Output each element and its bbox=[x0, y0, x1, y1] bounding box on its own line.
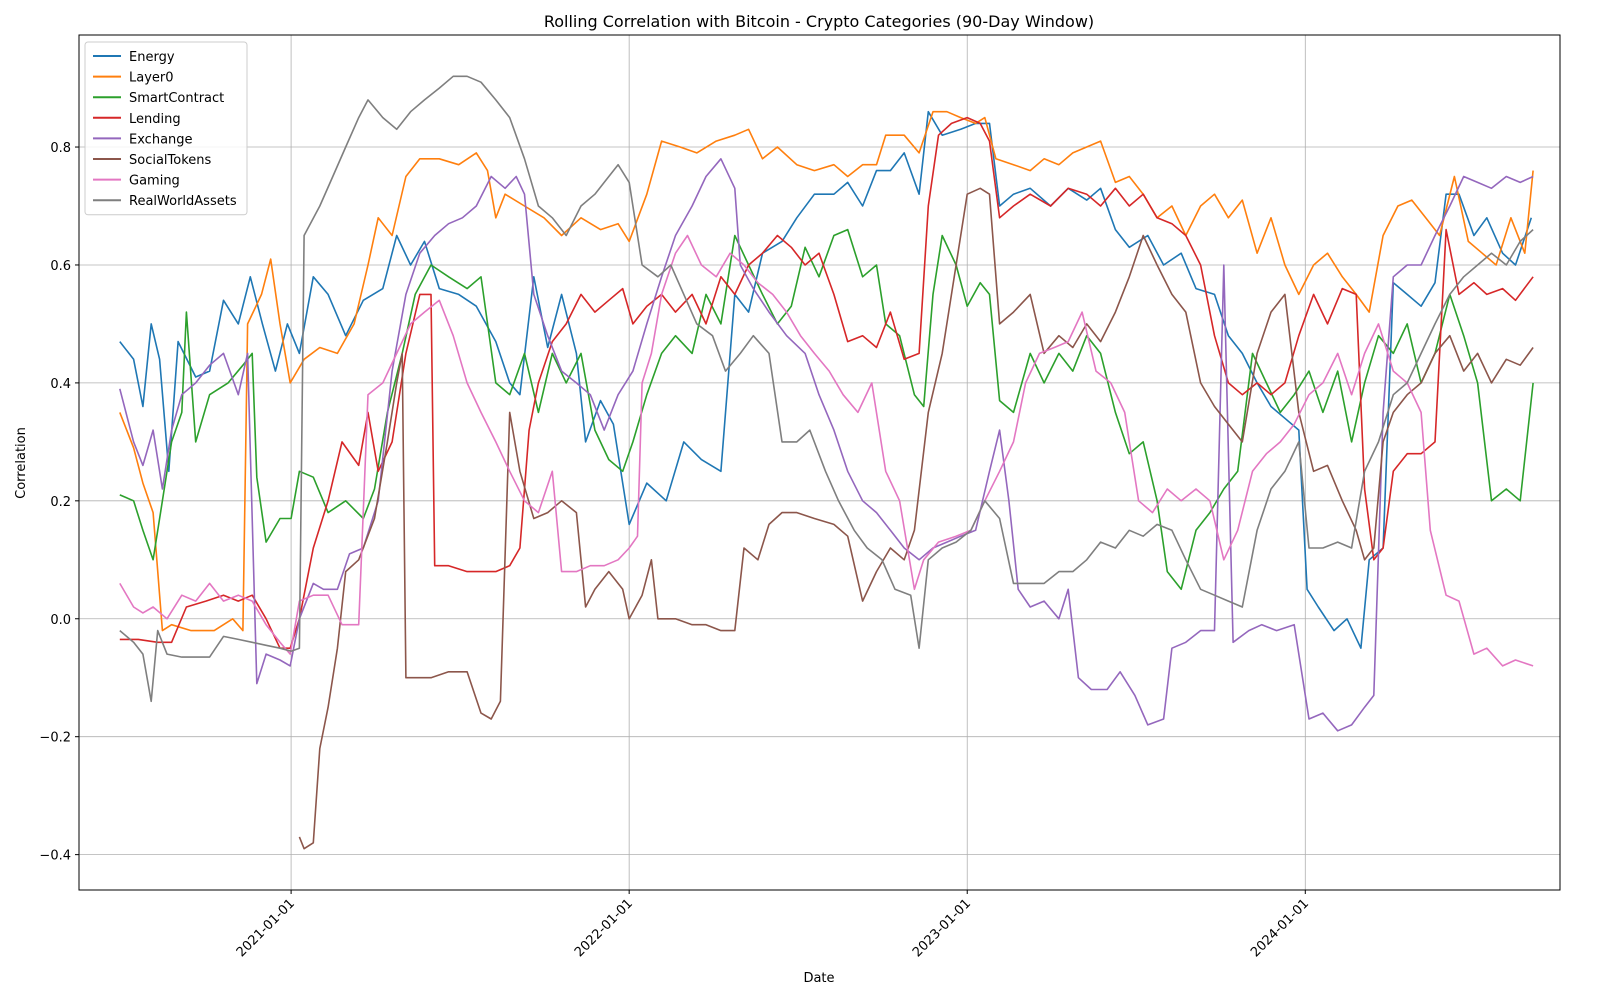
series-lines bbox=[119, 75, 1534, 850]
legend-label: Gaming bbox=[129, 174, 180, 189]
legend-box bbox=[84, 41, 248, 216]
y-tick-label: 0.6 bbox=[50, 259, 71, 274]
legend-label: SocialTokens bbox=[129, 153, 212, 168]
y-axis-label: Correlation bbox=[14, 427, 29, 499]
series-line-energy bbox=[119, 110, 1533, 650]
x-tick-label: 2023-01-01 bbox=[910, 896, 974, 960]
legend-label: Layer0 bbox=[129, 71, 174, 86]
series-line-layer0 bbox=[119, 110, 1534, 632]
y-tick-label: 0.2 bbox=[50, 495, 71, 510]
plot-frame bbox=[78, 34, 1561, 891]
y-tick-label: 0.0 bbox=[50, 613, 71, 628]
series-line-realworldassets bbox=[119, 75, 1534, 703]
series-line-socialtokens bbox=[298, 187, 1534, 850]
series-line-smartcontract bbox=[119, 228, 1534, 591]
legend-label: RealWorldAssets bbox=[129, 194, 237, 209]
series-line-lending bbox=[119, 116, 1534, 650]
y-tick-label: 0.8 bbox=[50, 141, 71, 156]
y-tick-label: −0.4 bbox=[39, 849, 71, 864]
y-tick-label: 0.4 bbox=[50, 377, 71, 392]
series-line-gaming bbox=[119, 234, 1534, 667]
y-tick-label: −0.2 bbox=[39, 731, 71, 746]
x-tick-label: 2022-01-01 bbox=[572, 896, 636, 960]
x-axis-ticks: 2021-01-01 2022-01-01 2023-01-01 2024-01-01 bbox=[234, 890, 1312, 960]
grid-lines bbox=[79, 35, 1560, 890]
series-line-exchange bbox=[119, 158, 1534, 732]
x-tick-label: 2021-01-01 bbox=[234, 896, 298, 960]
legend: Energy Layer0 SmartContract Lending Exchange… bbox=[84, 41, 248, 216]
chart-title: Rolling Correlation with Bitcoin - Crypt… bbox=[544, 12, 1094, 31]
legend-label: Exchange bbox=[129, 132, 193, 147]
x-tick-label: 2024-01-01 bbox=[1248, 896, 1312, 960]
y-axis-ticks: −0.4 −0.2 0.0 0.2 0.4 0.6 0.8 bbox=[39, 141, 79, 864]
legend-label: SmartContract bbox=[129, 91, 224, 106]
legend-label: Energy bbox=[129, 50, 175, 65]
x-axis-label: Date bbox=[803, 971, 834, 986]
legend-label: Lending bbox=[129, 112, 181, 127]
